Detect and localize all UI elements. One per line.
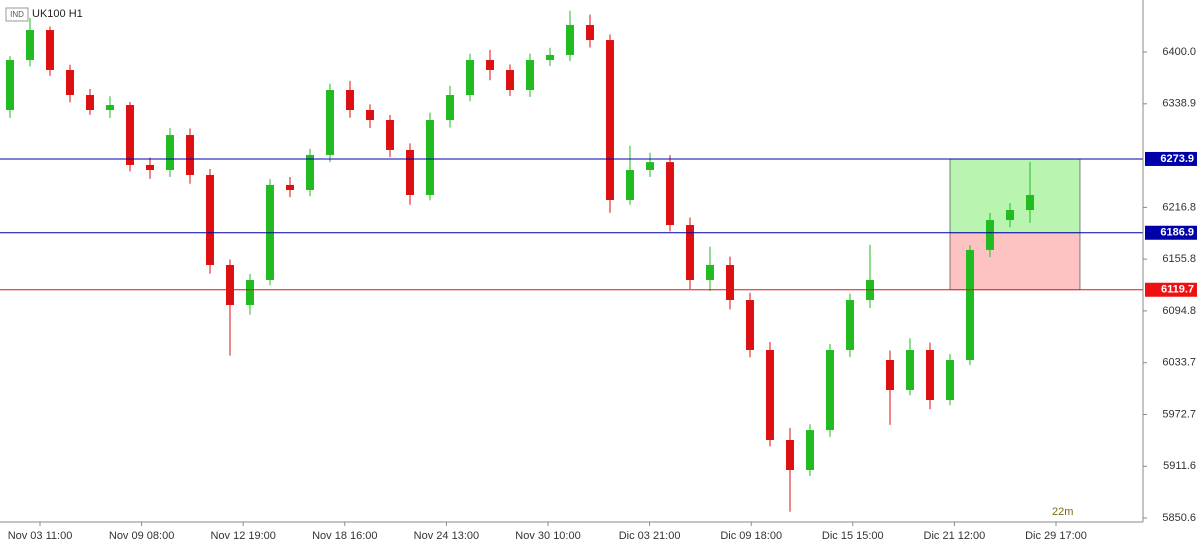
candle-body: [706, 264, 714, 281]
candle-body: [1006, 210, 1014, 221]
candle-body: [46, 30, 54, 70]
candle-body: [906, 349, 914, 391]
x-tick-label: Dic 15 15:00: [822, 530, 884, 542]
chart-title: UK100 H1: [32, 8, 83, 20]
badge-box: [5, 7, 29, 22]
candle-body: [406, 149, 414, 196]
candle-body: [226, 264, 234, 306]
candle-body: [66, 69, 74, 96]
x-tick-label: Nov 18 16:00: [312, 530, 377, 542]
candle-body: [486, 59, 494, 70]
candle-body: [566, 25, 574, 55]
candle-body: [446, 95, 454, 121]
candle-body: [146, 164, 154, 170]
candle-body: [126, 105, 134, 165]
candle-body: [966, 249, 974, 360]
candle-body: [826, 349, 834, 431]
candle-body: [106, 105, 114, 111]
candle-body: [286, 184, 294, 191]
candle-body: [526, 59, 534, 90]
candle-body: [846, 300, 854, 350]
candle-body: [786, 439, 794, 471]
candle-body: [606, 40, 614, 201]
x-tick-label: Nov 24 13:00: [414, 530, 479, 542]
x-tick-label: Dic 29 17:00: [1025, 530, 1087, 542]
y-tick-label: 6338.9: [1162, 98, 1196, 110]
y-tick-label: 6400.0: [1162, 46, 1196, 58]
candle-body: [766, 349, 774, 440]
level-label-box: [1145, 282, 1197, 297]
candle-body: [306, 154, 314, 191]
x-tick-label: Dic 09 18:00: [720, 530, 782, 542]
candle-body: [666, 162, 674, 226]
candle-body: [386, 120, 394, 150]
candle-body: [466, 59, 474, 96]
x-tick-label: Nov 30 10:00: [515, 530, 580, 542]
reward-zone: [949, 158, 1081, 234]
level-label: 6186.9: [1160, 227, 1194, 239]
candle-body: [1026, 195, 1034, 211]
y-tick-label: 6033.7: [1162, 357, 1196, 369]
y-tick-label: 6216.8: [1162, 201, 1196, 213]
x-tick-label: Nov 03 11:00: [8, 530, 73, 542]
candle-body: [886, 359, 894, 391]
y-tick-label: 6094.8: [1162, 305, 1196, 317]
candle-body: [326, 89, 334, 155]
candle-body: [686, 225, 694, 281]
badge: IND: [10, 10, 24, 19]
candle-body: [926, 349, 934, 401]
candle-body: [626, 169, 634, 201]
candle-body: [206, 174, 214, 265]
candle-body: [166, 135, 174, 170]
y-tick-label: 6155.8: [1162, 253, 1196, 265]
x-tick-label: Nov 12 19:00: [210, 530, 275, 542]
y-tick-label: 5911.6: [1163, 460, 1196, 472]
candle-body: [86, 95, 94, 111]
x-tick-label: Dic 03 21:00: [619, 530, 681, 542]
candle-body: [646, 162, 654, 170]
level-label-box: [1145, 225, 1197, 240]
candle-body: [726, 264, 734, 301]
candle-body: [586, 25, 594, 41]
level-label-box: [1145, 151, 1197, 166]
x-tick-label: Dic 21 12:00: [924, 530, 986, 542]
candle-body: [346, 89, 354, 111]
candle-body: [426, 120, 434, 196]
level-label: 6119.7: [1161, 284, 1194, 296]
level-label: 6273.9: [1160, 153, 1194, 165]
candle-body: [986, 220, 994, 250]
candle-body: [506, 69, 514, 90]
candle-body: [746, 300, 754, 350]
y-tick-label: 5850.6: [1162, 512, 1196, 524]
candle-body: [246, 280, 254, 306]
candle-body: [26, 30, 34, 60]
candle-body: [546, 54, 554, 60]
countdown: 22m: [1052, 506, 1073, 518]
candle-body: [946, 359, 954, 401]
x-tick-label: Nov 09 08:00: [109, 530, 174, 542]
candle-body: [6, 59, 14, 111]
candle-body: [366, 110, 374, 121]
y-tick-label: 5972.7: [1162, 408, 1196, 420]
candle-body: [806, 430, 814, 471]
plot-layer: [0, 10, 1143, 512]
candle-body: [186, 135, 194, 175]
